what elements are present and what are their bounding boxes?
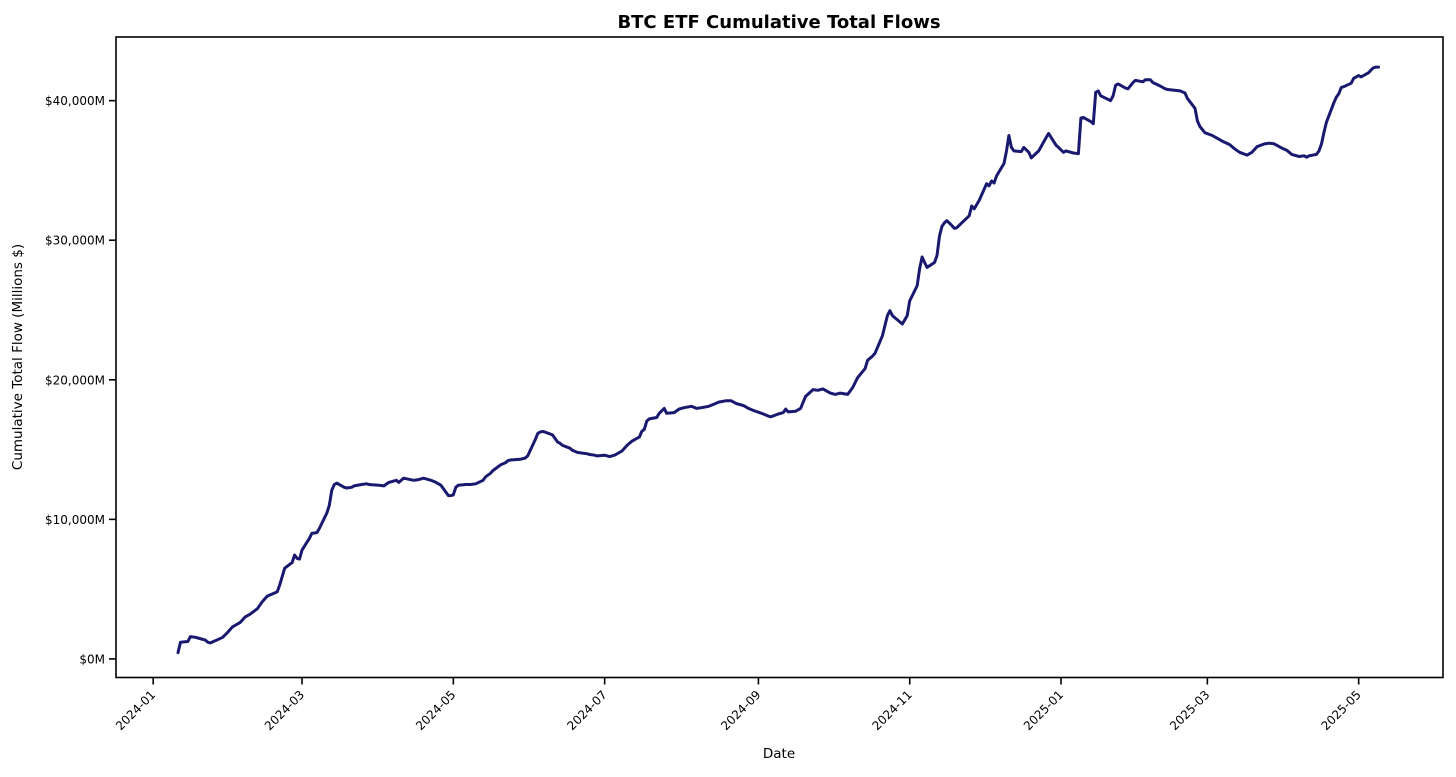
x-tick-label: 2024-07 [564,688,609,733]
plot-border [115,36,1444,679]
chart-title: BTC ETF Cumulative Total Flows [617,12,940,33]
y-tick-label: $20,000M [45,373,105,387]
y-tick-label: $40,000M [45,94,105,108]
x-tick-label: 2024-09 [718,688,763,733]
axes-layer: $0M $10,000M $20,000M $30,000M $40,000M 2024-… [45,94,1364,733]
x-tick-label: 2024-01 [113,688,158,733]
x-tick-label: 2025-03 [1167,688,1212,733]
y-tick-label: $30,000M [45,234,105,248]
x-tick-label: 2024-11 [869,688,914,733]
y-tick-label: $0M [79,652,105,666]
x-axis-label: Date [763,746,795,762]
x-tick-label: 2025-01 [1021,688,1066,733]
y-axis-label: Cumulative Total Flow (Millions $) [10,244,26,470]
flow-line [176,65,1380,655]
x-tick-label: 2024-05 [413,688,458,733]
x-tick-label: 2025-05 [1318,688,1363,733]
y-tick-label: $10,000M [45,513,105,527]
x-tick-label: 2024-03 [262,688,307,733]
